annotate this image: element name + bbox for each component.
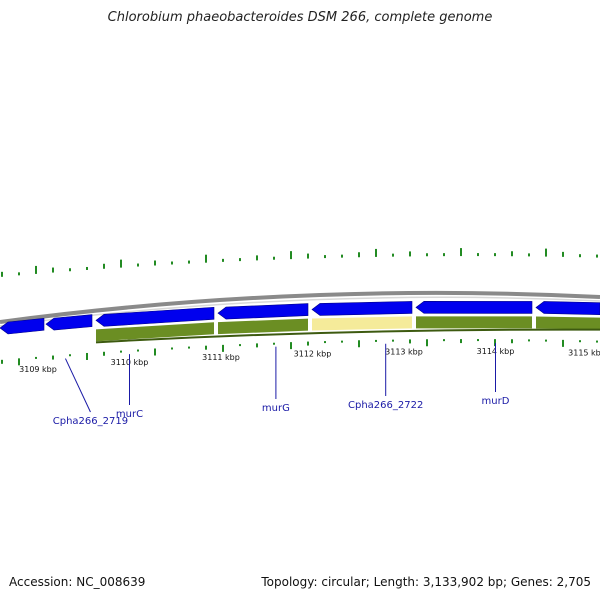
orf-segment	[96, 322, 214, 342]
gene-arrow	[0, 317, 45, 335]
backbone-outer	[0, 290, 600, 324]
gene-arrow-track	[0, 301, 600, 335]
gene-label: Cpha266_2722	[348, 400, 423, 411]
orf-segment	[536, 316, 600, 330]
scale-tick-label: 3109 kbp	[19, 365, 57, 374]
gene-arrow	[217, 303, 309, 320]
scale-tick-label: 3113 kbp	[385, 347, 423, 356]
orf-track-edge	[95, 328, 600, 344]
genome-title: Chlorobium phaeobacteroides DSM 266, com…	[107, 10, 493, 25]
gene-arrow	[311, 301, 413, 316]
gc-ticks-lower	[1, 339, 598, 366]
orf-segment	[218, 318, 308, 335]
gene-label: Cpha266_2719	[53, 416, 128, 427]
orf-segment	[312, 316, 412, 331]
orf-segment	[416, 316, 532, 329]
scale-tick-label: 3115 kbp	[568, 348, 600, 357]
gene-label: murC	[116, 409, 143, 420]
scale-tick-label: 3112 kbp	[294, 349, 332, 358]
scale-tick-label: 3111 kbp	[202, 353, 240, 362]
gene-arrow	[95, 306, 215, 327]
gc-ticks-upper	[1, 248, 598, 277]
gene-label: murD	[482, 396, 510, 407]
gene-arrow	[535, 301, 600, 315]
orf-track	[95, 316, 600, 344]
gene-leader-line	[64, 358, 91, 413]
gene-arrow	[45, 314, 93, 331]
gene-label: murG	[262, 403, 290, 414]
accession-label: Accession: NC_008639	[9, 575, 146, 589]
gene-arrow	[415, 301, 533, 314]
topology-label: Topology: circular; Length: 3,133,902 bp…	[261, 575, 591, 589]
